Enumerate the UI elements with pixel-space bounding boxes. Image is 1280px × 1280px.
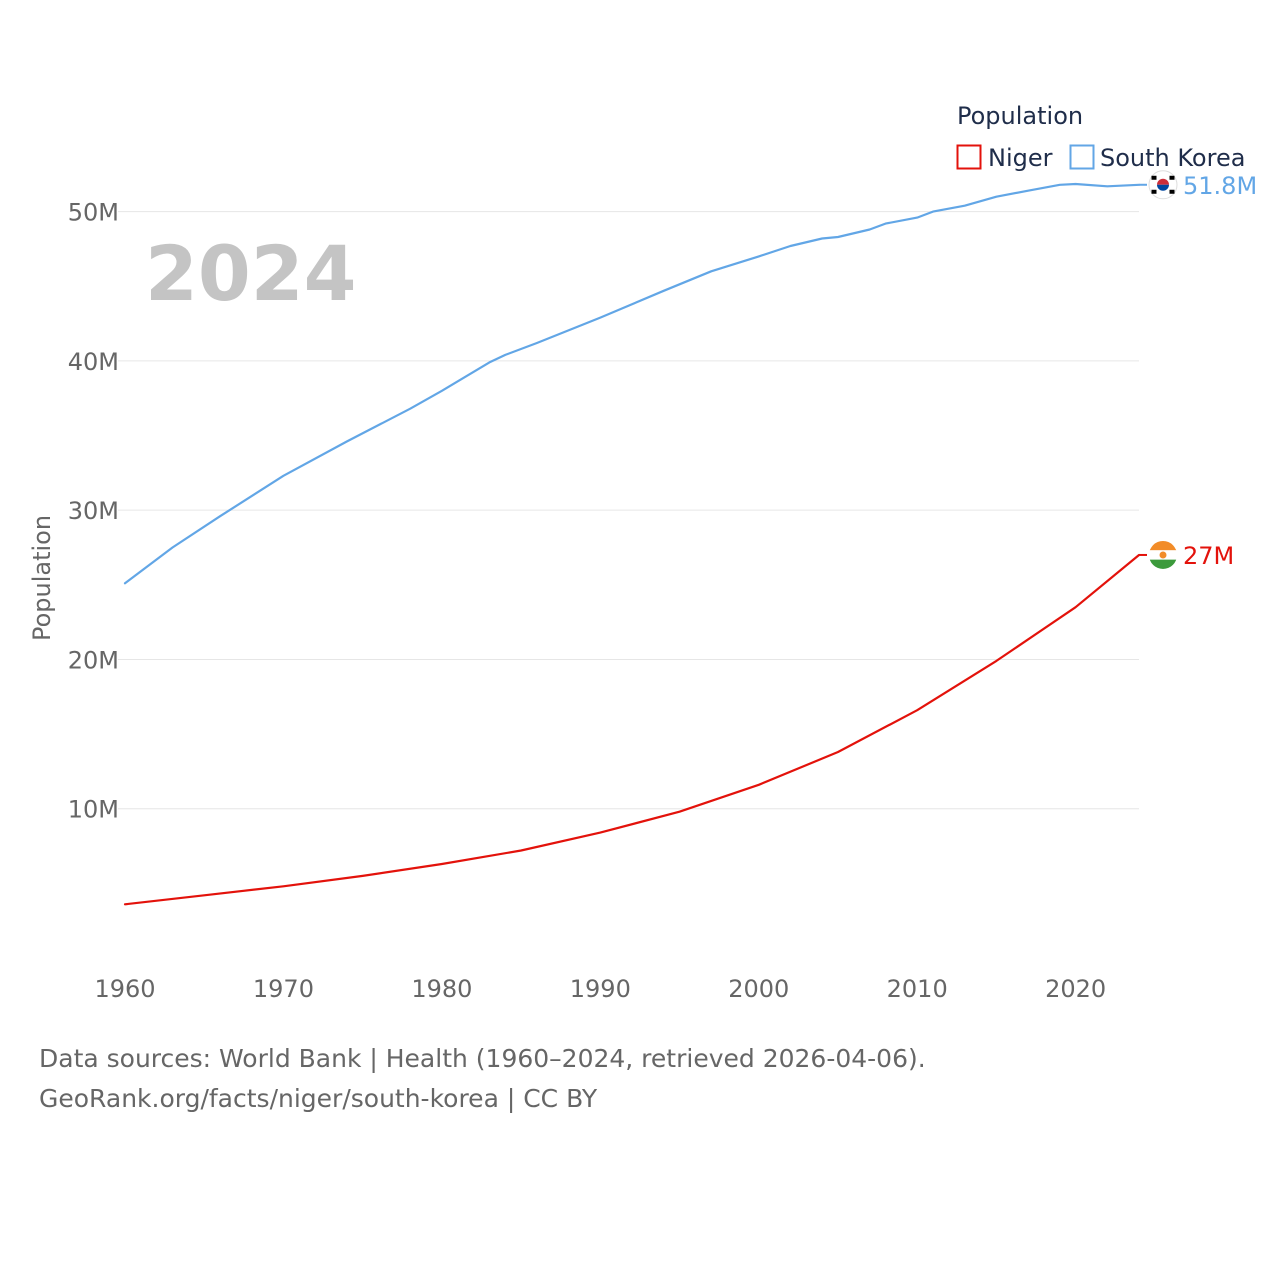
niger-flag-icon (1149, 540, 1177, 569)
x-tick-1990: 1990 (570, 975, 631, 1003)
legend-label-south-korea[interactable]: South Korea (1100, 144, 1245, 172)
y-tick-40M: 40M (68, 348, 119, 376)
x-tick-1960: 1960 (94, 975, 155, 1003)
y-tick-labels: 10M 20M 30M 40M 50M (68, 199, 119, 824)
x-tick-2010: 2010 (887, 975, 948, 1003)
grid-lines (118, 211, 1139, 810)
series-line-niger[interactable] (123, 553, 1141, 906)
end-label-south-korea: 51.8M (1183, 172, 1257, 200)
series-line-south-korea[interactable] (123, 182, 1141, 585)
footer-attribution[interactable]: GeoRank.org/facts/niger/south-korea | CC… (39, 1084, 598, 1113)
legend-label-niger[interactable]: Niger (988, 144, 1053, 172)
legend-swatch-south-korea[interactable] (1069, 144, 1095, 170)
line-chart: 10M 20M 30M 40M 50M 1960 1970 1980 1990 2000 2010… (28, 102, 1257, 1003)
south-korea-flag-icon (1148, 170, 1178, 200)
y-tick-50M: 50M (68, 199, 119, 227)
end-labels: 27M 51.8M (1139, 170, 1257, 570)
x-tick-2000: 2000 (728, 975, 789, 1003)
x-tick-labels: 1960 1970 1980 1990 2000 2010 2020 (94, 975, 1106, 1003)
x-tick-1980: 1980 (411, 975, 472, 1003)
end-label-niger: 27M (1183, 542, 1234, 570)
y-tick-20M: 20M (68, 646, 119, 674)
legend-swatch-niger[interactable] (956, 144, 982, 170)
y-tick-30M: 30M (68, 497, 119, 525)
y-tick-10M: 10M (68, 796, 119, 824)
x-tick-1970: 1970 (253, 975, 314, 1003)
legend: Population Niger South Korea (956, 102, 1245, 172)
footer-sources: Data sources: World Bank | Health (1960–… (39, 1044, 926, 1073)
legend-title: Population (957, 102, 1083, 130)
x-tick-2020: 2020 (1045, 975, 1106, 1003)
series-lines (123, 182, 1141, 906)
y-axis-label: Population (28, 515, 56, 641)
big-year-label: 2024 (145, 229, 357, 318)
